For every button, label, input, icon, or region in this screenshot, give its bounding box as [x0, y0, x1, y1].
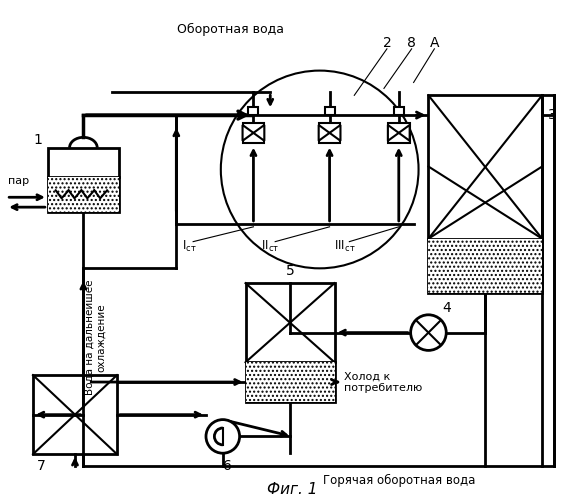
- Text: Горячая оборотная вода: Горячая оборотная вода: [322, 474, 475, 488]
- Text: III$_{\rm ст}$: III$_{\rm ст}$: [333, 239, 355, 254]
- Polygon shape: [242, 125, 253, 141]
- Bar: [33, 375, 117, 454]
- Text: 7: 7: [36, 459, 45, 473]
- Bar: [245, 362, 335, 402]
- Text: 2: 2: [383, 36, 391, 50]
- Bar: [48, 148, 119, 212]
- Text: II$_{\rm ст}$: II$_{\rm ст}$: [261, 239, 279, 254]
- Bar: [429, 96, 542, 293]
- Text: 4: 4: [442, 301, 451, 315]
- Bar: [325, 107, 335, 115]
- Text: Вода на дальнейшее
охлаждение: Вода на дальнейшее охлаждение: [85, 280, 106, 396]
- Bar: [394, 107, 404, 115]
- Text: 8: 8: [407, 36, 416, 50]
- Bar: [429, 238, 542, 293]
- Polygon shape: [399, 125, 409, 141]
- Text: 1: 1: [33, 133, 43, 147]
- Text: Оборотная вода: Оборотная вода: [177, 22, 284, 36]
- Text: 6: 6: [223, 459, 232, 473]
- Bar: [388, 123, 409, 143]
- Bar: [242, 123, 265, 143]
- Bar: [319, 123, 340, 143]
- Bar: [245, 283, 335, 402]
- Circle shape: [206, 420, 239, 453]
- Polygon shape: [329, 125, 340, 141]
- Text: пар: пар: [8, 176, 29, 186]
- Polygon shape: [319, 125, 329, 141]
- Text: 3: 3: [548, 108, 557, 122]
- Polygon shape: [388, 125, 399, 141]
- Text: Фиг. 1: Фиг. 1: [267, 482, 317, 498]
- Bar: [48, 176, 119, 212]
- Text: А: А: [430, 36, 439, 50]
- Bar: [249, 107, 258, 115]
- Text: 5: 5: [286, 264, 294, 278]
- Polygon shape: [253, 125, 265, 141]
- Circle shape: [411, 315, 446, 350]
- Text: Холод к
потребителю: Холод к потребителю: [345, 371, 423, 393]
- Text: I$_{\rm ст}$: I$_{\rm ст}$: [182, 239, 197, 254]
